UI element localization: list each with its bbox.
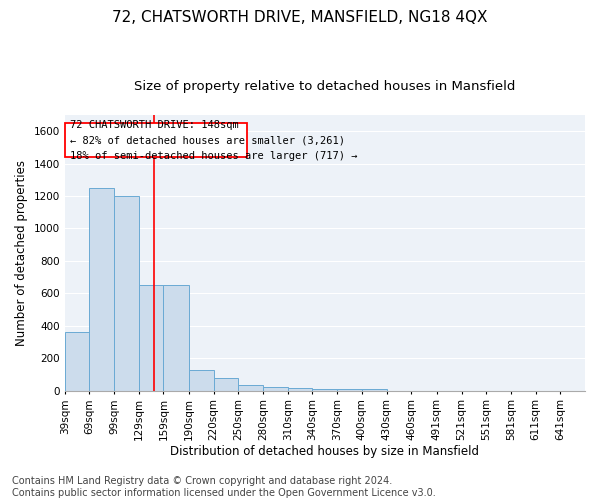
Bar xyxy=(65,332,89,390)
Bar xyxy=(288,388,313,390)
Y-axis label: Number of detached properties: Number of detached properties xyxy=(15,160,28,346)
Bar xyxy=(362,388,386,390)
Bar xyxy=(114,196,139,390)
Bar xyxy=(139,285,163,391)
Title: Size of property relative to detached houses in Mansfield: Size of property relative to detached ho… xyxy=(134,80,515,93)
Bar xyxy=(263,387,288,390)
Bar xyxy=(313,388,337,390)
Bar xyxy=(65,123,247,157)
Text: Contains HM Land Registry data © Crown copyright and database right 2024.
Contai: Contains HM Land Registry data © Crown c… xyxy=(12,476,436,498)
Bar xyxy=(89,188,114,390)
Text: 72 CHATSWORTH DRIVE: 148sqm
← 82% of detached houses are smaller (3,261)
18% of : 72 CHATSWORTH DRIVE: 148sqm ← 82% of det… xyxy=(70,120,358,160)
Bar xyxy=(163,285,189,391)
Text: 72, CHATSWORTH DRIVE, MANSFIELD, NG18 4QX: 72, CHATSWORTH DRIVE, MANSFIELD, NG18 4Q… xyxy=(112,10,488,25)
Bar xyxy=(214,378,238,390)
Bar xyxy=(189,370,214,390)
Bar xyxy=(238,385,263,390)
X-axis label: Distribution of detached houses by size in Mansfield: Distribution of detached houses by size … xyxy=(170,444,479,458)
Bar xyxy=(337,388,362,390)
